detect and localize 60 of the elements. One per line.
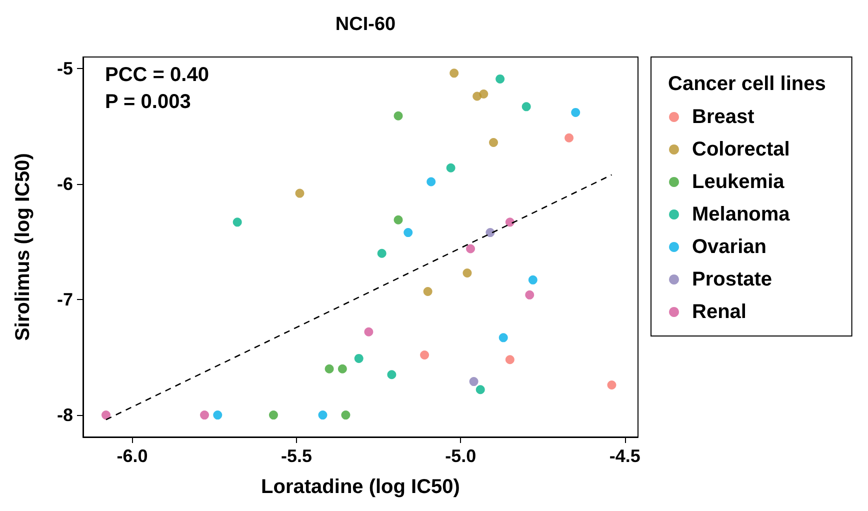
y-axis-title: Sirolimus (log IC50) [12, 153, 34, 341]
x-tick-label: -6.0 [116, 446, 148, 466]
x-tick-label: -5.0 [445, 446, 476, 466]
legend-title: Cancer cell lines [668, 73, 826, 95]
point [469, 377, 478, 386]
y-tick-label: -7 [56, 290, 73, 310]
legend-label: Renal [692, 301, 746, 323]
legend-label: Colorectal [692, 138, 790, 160]
point [404, 228, 413, 238]
point [232, 218, 242, 227]
point [423, 286, 432, 296]
x-axis-title: Loratadine (log IC50) [261, 476, 460, 498]
point [268, 410, 278, 420]
point [295, 188, 304, 198]
point [498, 333, 508, 342]
x-tick-label: -4.5 [609, 446, 640, 466]
point [213, 410, 222, 420]
point [479, 89, 488, 98]
point [354, 354, 364, 363]
legend-label: Ovarian [692, 236, 766, 258]
legend-label: Prostate [692, 268, 772, 290]
point [101, 410, 110, 420]
point [394, 111, 403, 120]
legend-label: Leukemia [692, 171, 786, 193]
y-tick-label: -5 [56, 58, 73, 79]
annotation: P = 0.003 [105, 91, 191, 113]
point [528, 275, 538, 284]
annotation: PCC = 0.40 [105, 64, 209, 86]
point [466, 244, 476, 254]
point [476, 385, 485, 394]
chart-title: NCI-60 [335, 14, 396, 35]
point [377, 248, 386, 258]
point [486, 228, 495, 238]
point [496, 74, 505, 84]
point [489, 138, 498, 147]
legend-label: Melanoma [692, 204, 791, 226]
point [318, 410, 328, 420]
point [607, 380, 616, 390]
point [341, 410, 350, 420]
point [426, 177, 436, 186]
point [462, 268, 472, 278]
point [505, 218, 514, 227]
x-tick-label: -5.5 [280, 446, 312, 466]
point [522, 102, 531, 112]
point [450, 68, 459, 78]
point [364, 327, 374, 336]
point [525, 290, 534, 300]
y-tick-label: -6 [56, 174, 73, 194]
legend-label: Breast [692, 106, 755, 128]
point [200, 410, 210, 420]
point [394, 215, 403, 224]
point [324, 364, 334, 374]
point [387, 370, 396, 380]
point [571, 108, 580, 117]
point [420, 350, 430, 360]
y-tick-label: -8 [56, 405, 73, 426]
point [338, 364, 347, 374]
point [564, 133, 574, 142]
point [505, 355, 514, 364]
point [446, 163, 456, 172]
